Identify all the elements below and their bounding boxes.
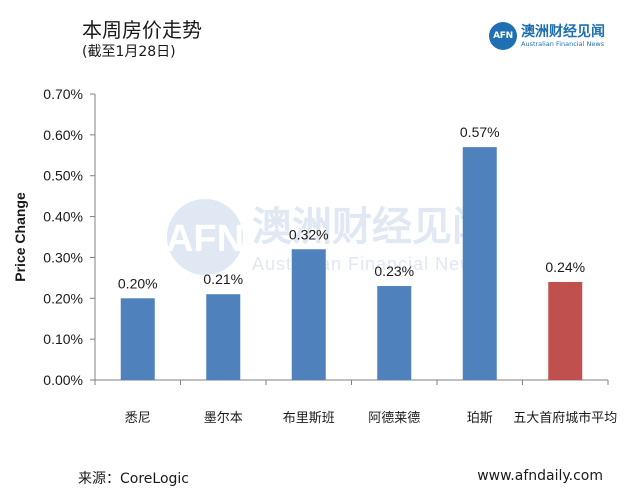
y-tick-label: 0.50% [43, 168, 83, 184]
data-label: 0.23% [374, 263, 414, 279]
x-category-label: 阿德莱德 [368, 410, 420, 425]
logo-name: 澳洲财经见闻 [521, 24, 605, 40]
chart-title: 本周房价走势 [82, 18, 202, 42]
bar [120, 298, 155, 380]
y-tick-label: 0.40% [43, 209, 83, 225]
watermark-logo-icon [167, 199, 243, 275]
y-tick-label: 0.70% [43, 86, 83, 102]
chart-subtitle: (截至1月28日) [82, 44, 176, 60]
watermark-english: Australian Financial News [252, 254, 484, 274]
bar [548, 281, 583, 380]
watermark-name: 澳洲财经见闻 [252, 205, 492, 249]
x-category-label: 布里斯班 [283, 410, 335, 425]
bar [206, 294, 241, 380]
y-tick-label: 0.20% [43, 290, 83, 306]
x-category-label: 墨尔本 [204, 410, 243, 425]
y-axis-label: Price Change [12, 192, 28, 282]
source-note: 来源：CoreLogic [78, 471, 189, 487]
afn-logo-icon: AFN [489, 22, 517, 50]
bar [291, 249, 326, 380]
watermark-logo-mark: AFN [166, 218, 244, 260]
y-tick-label: 0.60% [43, 127, 83, 143]
logo-english: Australian Financial News [521, 40, 605, 48]
bar [377, 286, 412, 380]
data-label: 0.20% [118, 275, 158, 291]
x-category-label: 五大首府城市平均 [513, 410, 617, 425]
afn-logo: AFN 澳洲财经见闻 Australian Financial News [489, 20, 609, 54]
x-category-label: 珀斯 [467, 410, 493, 425]
y-tick-label: 0.30% [43, 249, 83, 265]
data-label: 0.24% [545, 259, 585, 275]
data-label: 0.21% [203, 271, 243, 287]
data-label: 0.57% [460, 124, 500, 140]
x-category-label: 悉尼 [125, 410, 151, 425]
website-url: www.afndaily.com [477, 468, 603, 484]
y-tick-label: 0.10% [43, 331, 83, 347]
y-tick-label: 0.00% [43, 372, 83, 388]
bar [462, 147, 497, 380]
data-label: 0.32% [289, 226, 329, 242]
